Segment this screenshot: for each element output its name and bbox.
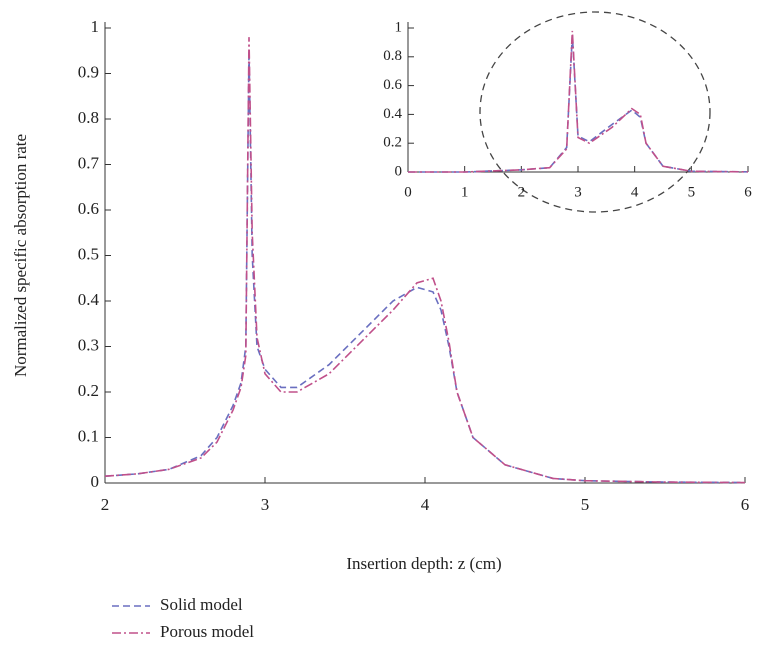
y-tick-label: 1 (91, 17, 100, 36)
x-tick-label: 6 (744, 184, 752, 200)
y-tick-label: 0.6 (78, 199, 99, 218)
y-tick-label: 0.3 (78, 335, 99, 354)
x-tick-label: 4 (421, 495, 430, 514)
series-line (105, 51, 745, 483)
x-tick-label: 2 (101, 495, 110, 514)
legend-label: Solid model (160, 595, 243, 614)
y-tick-label: 0.4 (383, 106, 402, 122)
x-tick-label: 0 (404, 184, 412, 200)
x-tick-label: 3 (261, 495, 270, 514)
x-tick-label: 4 (631, 184, 639, 200)
y-tick-label: 0.5 (78, 244, 99, 263)
x-axis-label: Insertion depth: z (cm) (346, 554, 501, 573)
x-tick-label: 5 (581, 495, 590, 514)
y-tick-label: 0.9 (78, 62, 99, 81)
x-tick-label: 3 (574, 184, 582, 200)
y-tick-label: 0.8 (383, 48, 402, 64)
y-tick-label: 0.4 (78, 290, 100, 309)
y-tick-label: 0.7 (78, 153, 100, 172)
chart: 0 0.1 0.2 0.3 0.4 0.5 0.6 0.7 0.8 0.9 1 2 3 4 5 6 Insert… (0, 0, 763, 648)
y-tick-label: 1 (395, 19, 403, 35)
y-tick-label: 0 (395, 163, 403, 179)
y-tick-label: 0.2 (78, 381, 99, 400)
y-tick-label: 0.6 (383, 77, 402, 93)
y-tick-label: 0.8 (78, 108, 99, 127)
y-tick-label: 0.2 (383, 135, 402, 151)
x-tick-label: 5 (688, 184, 696, 200)
y-tick-label: 0 (91, 472, 100, 491)
y-axis-label: Normalized specific absorption rate (11, 134, 30, 377)
x-tick-label: 2 (518, 184, 526, 200)
x-tick-label: 6 (741, 495, 750, 514)
legend-label: Porous model (160, 622, 254, 641)
x-tick-label: 1 (461, 184, 469, 200)
series-line (105, 37, 745, 482)
y-tick-label: 0.1 (78, 426, 99, 445)
zoom-circle (480, 12, 710, 212)
series-line (408, 35, 748, 172)
series-line (408, 31, 748, 172)
